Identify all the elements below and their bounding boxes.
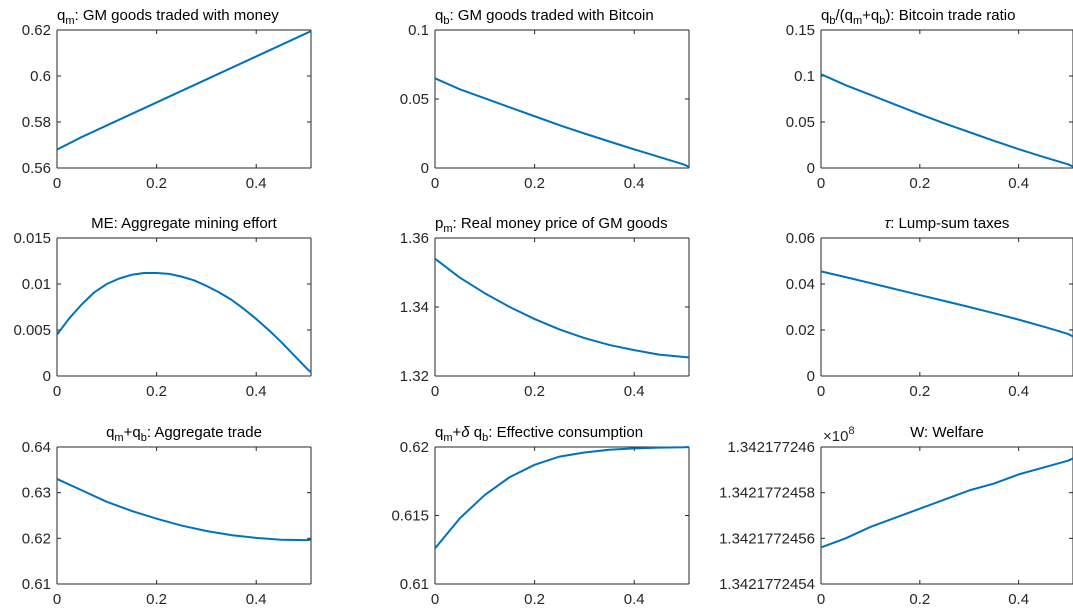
x-tick-label: 0 [53,175,61,192]
series-line [56,271,312,374]
y-tick-label: 1.36 [400,230,429,247]
x-tick-label: 0.2 [909,591,930,608]
series-line [434,257,690,359]
y-tick-label: 1.3421772454 [719,576,815,593]
subplot-2: 0 0.2 0.4 0 0.05 0.1 qb: GM goods traded with … [400,7,690,192]
y-tick-label: 0.02 [786,322,815,339]
y-tick-label: 0.01 [22,276,51,293]
x-tick-label: 0 [817,591,825,608]
x-tick-label: 0.4 [624,175,645,192]
y-tick-label: 0.05 [786,114,815,131]
x-tick-label: 0.2 [524,591,545,608]
y-tick-label: 0.62 [400,439,429,456]
subplot-title: qb/(qm+qb): Bitcoin trade ratio [821,7,1015,27]
subplot-8: 0 0.2 0.4 0.61 0.615 0.62 qm+δ qb: Effective c… [391,424,690,608]
series-line [56,30,312,151]
y-tick-label: 1.342177246 [727,439,815,456]
x-tick-label: 0 [431,591,439,608]
series-line [434,446,690,550]
subplot-title: pm: Real money price of GM goods [435,215,668,235]
x-tick-label: 0.2 [146,383,167,400]
subplot-4: 0 0.2 0.4 0 0.005 0.01 0.015 ME: Aggregate mini… [13,215,312,400]
subplot-title: ME: Aggregate mining effort [91,215,277,232]
y-tick-label: 0.05 [400,91,429,108]
x-tick-label: 0.2 [146,175,167,192]
y-tick-label: 0.15 [786,22,815,39]
subplot-5: 0 0.2 0.4 1.32 1.34 1.36 pm: Real money price … [400,215,690,400]
x-tick-label: 0 [817,175,825,192]
y-tick-label: 1.34 [400,299,429,316]
y-tick-label: 0.6 [30,68,51,85]
series-line [820,457,1073,549]
y-tick-label: 0.615 [391,508,429,525]
x-tick-label: 0 [53,591,61,608]
y-tick-label: 1.32 [400,368,429,385]
y-tick-label: 0.1 [408,22,429,39]
subplot-title: qm+qb: Aggregate trade [106,424,262,444]
subplot-3: 0 0.2 0.4 0 0.05 0.1 0.15 qb/(qm+qb): Bitcoin t… [786,7,1073,192]
y-tick-label: 0.62 [22,530,51,547]
x-tick-label: 0 [817,383,825,400]
x-tick-label: 0.4 [246,175,267,192]
series-line [820,270,1073,338]
y-tick-label: 0 [807,160,815,177]
subplot-title: qm+δ qb: Effective consumption [435,424,643,444]
subplot-title: qb: GM goods traded with Bitcoin [435,7,654,27]
y-tick-label: 0.63 [22,485,51,502]
y-tick-label: 0.56 [22,160,51,177]
x-tick-label: 0.4 [1008,175,1029,192]
y-tick-label: 0.58 [22,114,51,131]
y-tick-label: 0.04 [786,276,815,293]
x-tick-label: 0.2 [146,591,167,608]
subplot-title: τ: Lump-sum taxes [885,215,1010,232]
y-tick-label: 0.61 [400,576,429,593]
x-tick-label: 0.4 [246,383,267,400]
subplot-title: qm: GM goods traded with money [57,7,279,27]
y-tick-label: 0.61 [22,576,51,593]
subplot-7: 0 0.2 0.4 0.61 0.62 0.63 0.64 qm+qb: Aggregate … [22,424,312,608]
y-tick-label: 0.005 [13,322,51,339]
y-exponent-label: ×108 [823,425,855,445]
x-tick-label: 0.4 [246,591,267,608]
x-tick-label: 0.2 [909,175,930,192]
y-tick-label: 0 [421,160,429,177]
y-tick-label: 1.3421772456 [719,530,815,547]
y-tick-label: 0.015 [13,230,51,247]
y-tick-label: 0 [807,368,815,385]
subplot-1: 0 0.2 0.4 0.56 0.58 0.6 0.62 qm: GM goods trade… [22,7,312,192]
x-tick-label: 0.4 [1008,383,1029,400]
y-tick-label: 0.64 [22,439,51,456]
x-tick-label: 0.2 [524,175,545,192]
x-tick-label: 0.4 [1008,591,1029,608]
y-tick-label: 0.62 [22,22,51,39]
x-tick-label: 0.4 [624,591,645,608]
x-tick-label: 0.2 [909,383,930,400]
series-line [820,73,1073,168]
y-tick-label: 0 [43,368,51,385]
x-tick-label: 0 [431,175,439,192]
y-tick-label: 0.06 [786,230,815,247]
x-tick-label: 0 [53,383,61,400]
x-tick-label: 0.4 [624,383,645,400]
y-tick-label: 1.3421772458 [719,485,815,502]
subplot-title: W: Welfare [910,424,984,441]
series-line [434,77,690,168]
subplot-6: 0 0.2 0.4 0 0.02 0.04 0.06 τ: Lump-sum taxes [786,215,1073,400]
y-tick-label: 0.1 [794,68,815,85]
series-line [56,478,312,542]
x-tick-label: 0.2 [524,383,545,400]
subplot-9: 0 0.2 0.4 1.3421772454 1.3421772456 1.3421772… [719,424,1073,608]
x-tick-label: 0 [431,383,439,400]
